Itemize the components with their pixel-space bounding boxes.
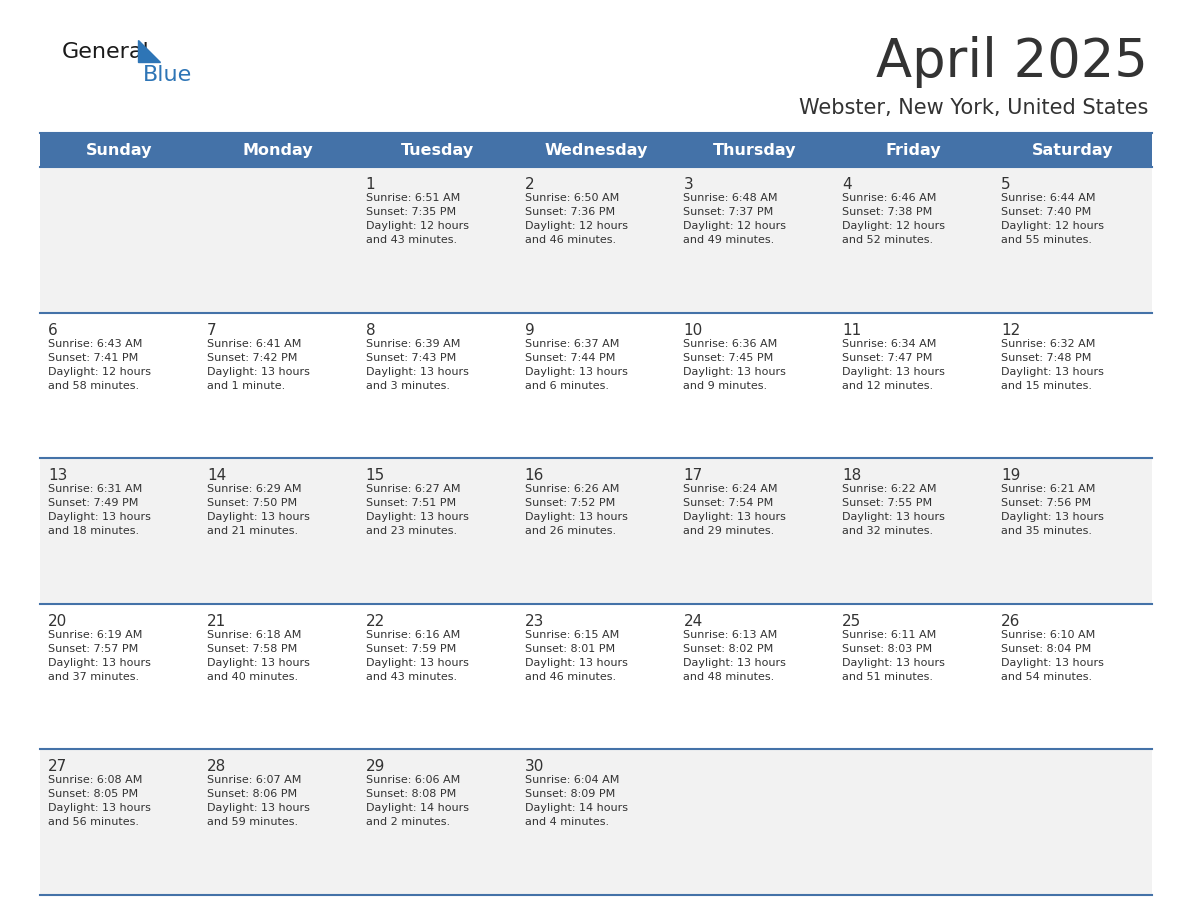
Text: Sunrise: 6:41 AM
Sunset: 7:42 PM
Daylight: 13 hours
and 1 minute.: Sunrise: 6:41 AM Sunset: 7:42 PM Dayligh… — [207, 339, 310, 390]
Text: 16: 16 — [525, 468, 544, 483]
Bar — [40, 458, 1152, 604]
Text: Sunrise: 6:11 AM
Sunset: 8:03 PM
Daylight: 13 hours
and 51 minutes.: Sunrise: 6:11 AM Sunset: 8:03 PM Dayligh… — [842, 630, 946, 682]
Text: Sunrise: 6:44 AM
Sunset: 7:40 PM
Daylight: 12 hours
and 55 minutes.: Sunrise: 6:44 AM Sunset: 7:40 PM Dayligh… — [1001, 193, 1104, 245]
Text: 5: 5 — [1001, 177, 1011, 192]
Text: 30: 30 — [525, 759, 544, 775]
Text: Sunrise: 6:27 AM
Sunset: 7:51 PM
Daylight: 13 hours
and 23 minutes.: Sunrise: 6:27 AM Sunset: 7:51 PM Dayligh… — [366, 484, 468, 536]
Text: Sunrise: 6:29 AM
Sunset: 7:50 PM
Daylight: 13 hours
and 21 minutes.: Sunrise: 6:29 AM Sunset: 7:50 PM Dayligh… — [207, 484, 310, 536]
Text: Sunrise: 6:34 AM
Sunset: 7:47 PM
Daylight: 13 hours
and 12 minutes.: Sunrise: 6:34 AM Sunset: 7:47 PM Dayligh… — [842, 339, 946, 390]
Text: Sunrise: 6:10 AM
Sunset: 8:04 PM
Daylight: 13 hours
and 54 minutes.: Sunrise: 6:10 AM Sunset: 8:04 PM Dayligh… — [1001, 630, 1104, 682]
Text: 20: 20 — [48, 614, 68, 629]
Text: Sunrise: 6:50 AM
Sunset: 7:36 PM
Daylight: 12 hours
and 46 minutes.: Sunrise: 6:50 AM Sunset: 7:36 PM Dayligh… — [525, 193, 627, 245]
Text: 18: 18 — [842, 468, 861, 483]
Text: 4: 4 — [842, 177, 852, 192]
Text: Saturday: Saturday — [1032, 142, 1113, 158]
Text: Sunrise: 6:07 AM
Sunset: 8:06 PM
Daylight: 13 hours
and 59 minutes.: Sunrise: 6:07 AM Sunset: 8:06 PM Dayligh… — [207, 776, 310, 827]
Text: 27: 27 — [48, 759, 68, 775]
Bar — [517, 133, 676, 167]
Text: 1: 1 — [366, 177, 375, 192]
Text: 29: 29 — [366, 759, 385, 775]
Text: April 2025: April 2025 — [876, 36, 1148, 88]
Bar — [40, 604, 1152, 749]
Text: 15: 15 — [366, 468, 385, 483]
Text: 3: 3 — [683, 177, 693, 192]
Text: Sunrise: 6:08 AM
Sunset: 8:05 PM
Daylight: 13 hours
and 56 minutes.: Sunrise: 6:08 AM Sunset: 8:05 PM Dayligh… — [48, 776, 151, 827]
Text: Sunrise: 6:04 AM
Sunset: 8:09 PM
Daylight: 14 hours
and 4 minutes.: Sunrise: 6:04 AM Sunset: 8:09 PM Dayligh… — [525, 776, 627, 827]
Text: 21: 21 — [207, 614, 226, 629]
Text: 19: 19 — [1001, 468, 1020, 483]
Text: Sunrise: 6:31 AM
Sunset: 7:49 PM
Daylight: 13 hours
and 18 minutes.: Sunrise: 6:31 AM Sunset: 7:49 PM Dayligh… — [48, 484, 151, 536]
Text: Webster, New York, United States: Webster, New York, United States — [798, 98, 1148, 118]
Text: 25: 25 — [842, 614, 861, 629]
Bar — [834, 133, 993, 167]
Bar — [40, 313, 1152, 458]
Bar — [40, 133, 198, 167]
Text: Sunrise: 6:43 AM
Sunset: 7:41 PM
Daylight: 12 hours
and 58 minutes.: Sunrise: 6:43 AM Sunset: 7:41 PM Dayligh… — [48, 339, 151, 390]
Text: Blue: Blue — [143, 65, 192, 85]
Text: 26: 26 — [1001, 614, 1020, 629]
Text: 14: 14 — [207, 468, 226, 483]
Bar — [40, 749, 1152, 895]
Text: 10: 10 — [683, 322, 702, 338]
Text: 11: 11 — [842, 322, 861, 338]
Text: Sunday: Sunday — [87, 142, 153, 158]
Text: Sunrise: 6:36 AM
Sunset: 7:45 PM
Daylight: 13 hours
and 9 minutes.: Sunrise: 6:36 AM Sunset: 7:45 PM Dayligh… — [683, 339, 786, 390]
Text: Sunrise: 6:24 AM
Sunset: 7:54 PM
Daylight: 13 hours
and 29 minutes.: Sunrise: 6:24 AM Sunset: 7:54 PM Dayligh… — [683, 484, 786, 536]
Text: General: General — [62, 42, 150, 62]
Bar — [676, 133, 834, 167]
Text: Sunrise: 6:21 AM
Sunset: 7:56 PM
Daylight: 13 hours
and 35 minutes.: Sunrise: 6:21 AM Sunset: 7:56 PM Dayligh… — [1001, 484, 1104, 536]
Text: 28: 28 — [207, 759, 226, 775]
Text: Sunrise: 6:48 AM
Sunset: 7:37 PM
Daylight: 12 hours
and 49 minutes.: Sunrise: 6:48 AM Sunset: 7:37 PM Dayligh… — [683, 193, 786, 245]
Text: Sunrise: 6:15 AM
Sunset: 8:01 PM
Daylight: 13 hours
and 46 minutes.: Sunrise: 6:15 AM Sunset: 8:01 PM Dayligh… — [525, 630, 627, 682]
Text: Sunrise: 6:18 AM
Sunset: 7:58 PM
Daylight: 13 hours
and 40 minutes.: Sunrise: 6:18 AM Sunset: 7:58 PM Dayligh… — [207, 630, 310, 682]
Text: Sunrise: 6:19 AM
Sunset: 7:57 PM
Daylight: 13 hours
and 37 minutes.: Sunrise: 6:19 AM Sunset: 7:57 PM Dayligh… — [48, 630, 151, 682]
Text: Sunrise: 6:46 AM
Sunset: 7:38 PM
Daylight: 12 hours
and 52 minutes.: Sunrise: 6:46 AM Sunset: 7:38 PM Dayligh… — [842, 193, 946, 245]
Bar — [358, 133, 517, 167]
Text: Sunrise: 6:13 AM
Sunset: 8:02 PM
Daylight: 13 hours
and 48 minutes.: Sunrise: 6:13 AM Sunset: 8:02 PM Dayligh… — [683, 630, 786, 682]
Text: 8: 8 — [366, 322, 375, 338]
Text: 22: 22 — [366, 614, 385, 629]
Text: Thursday: Thursday — [713, 142, 797, 158]
Text: Sunrise: 6:39 AM
Sunset: 7:43 PM
Daylight: 13 hours
and 3 minutes.: Sunrise: 6:39 AM Sunset: 7:43 PM Dayligh… — [366, 339, 468, 390]
Text: 17: 17 — [683, 468, 702, 483]
Text: Friday: Friday — [886, 142, 942, 158]
Bar — [40, 167, 1152, 313]
Text: Monday: Monday — [244, 142, 314, 158]
Text: Tuesday: Tuesday — [400, 142, 474, 158]
Text: 7: 7 — [207, 322, 216, 338]
Text: Sunrise: 6:32 AM
Sunset: 7:48 PM
Daylight: 13 hours
and 15 minutes.: Sunrise: 6:32 AM Sunset: 7:48 PM Dayligh… — [1001, 339, 1104, 390]
Text: Sunrise: 6:51 AM
Sunset: 7:35 PM
Daylight: 12 hours
and 43 minutes.: Sunrise: 6:51 AM Sunset: 7:35 PM Dayligh… — [366, 193, 469, 245]
Text: 24: 24 — [683, 614, 702, 629]
Polygon shape — [138, 40, 160, 62]
Text: 2: 2 — [525, 177, 535, 192]
Text: 13: 13 — [48, 468, 68, 483]
Text: Sunrise: 6:26 AM
Sunset: 7:52 PM
Daylight: 13 hours
and 26 minutes.: Sunrise: 6:26 AM Sunset: 7:52 PM Dayligh… — [525, 484, 627, 536]
Text: 23: 23 — [525, 614, 544, 629]
Text: Sunrise: 6:22 AM
Sunset: 7:55 PM
Daylight: 13 hours
and 32 minutes.: Sunrise: 6:22 AM Sunset: 7:55 PM Dayligh… — [842, 484, 946, 536]
Bar — [198, 133, 358, 167]
Text: Sunrise: 6:16 AM
Sunset: 7:59 PM
Daylight: 13 hours
and 43 minutes.: Sunrise: 6:16 AM Sunset: 7:59 PM Dayligh… — [366, 630, 468, 682]
Text: Sunrise: 6:37 AM
Sunset: 7:44 PM
Daylight: 13 hours
and 6 minutes.: Sunrise: 6:37 AM Sunset: 7:44 PM Dayligh… — [525, 339, 627, 390]
Text: Sunrise: 6:06 AM
Sunset: 8:08 PM
Daylight: 14 hours
and 2 minutes.: Sunrise: 6:06 AM Sunset: 8:08 PM Dayligh… — [366, 776, 469, 827]
Text: 9: 9 — [525, 322, 535, 338]
Text: 12: 12 — [1001, 322, 1020, 338]
Text: Wednesday: Wednesday — [544, 142, 647, 158]
Bar — [993, 133, 1152, 167]
Text: 6: 6 — [48, 322, 58, 338]
